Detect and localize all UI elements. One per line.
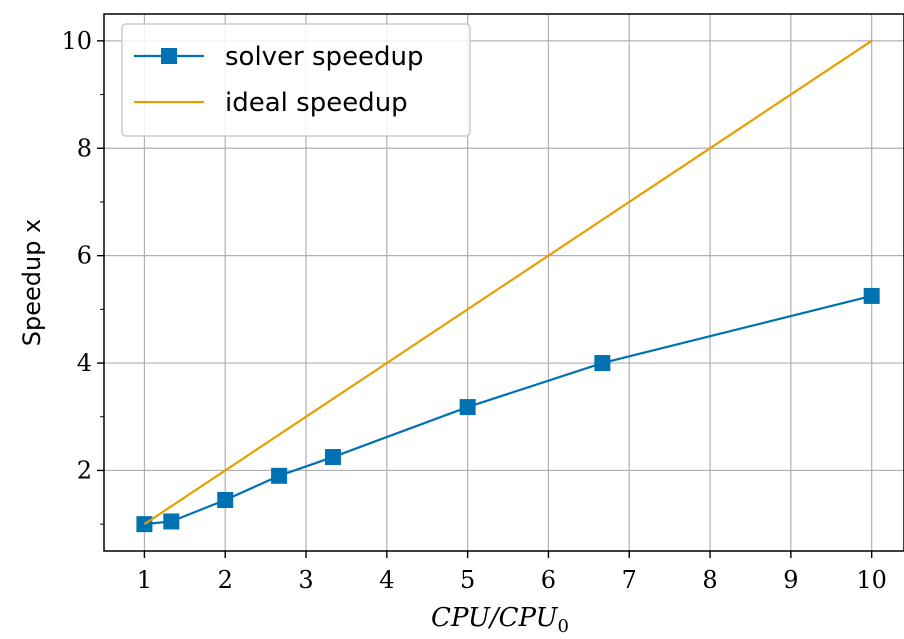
ideal-speedup-line <box>143 39 873 526</box>
solver-speedup-point <box>271 467 288 484</box>
y-tick-label: 10 <box>61 27 92 55</box>
solver-speedup-point <box>594 355 611 372</box>
legend-marker-solver-speedup <box>161 48 177 64</box>
x-tick-label: 9 <box>783 566 798 594</box>
series-layer <box>136 39 880 533</box>
solver-speedup-point <box>863 287 880 304</box>
x-tick-label: 10 <box>856 566 887 594</box>
y-axis-title: Speedup x <box>18 219 46 347</box>
x-tick-label: 6 <box>541 566 556 594</box>
x-tick-label: 4 <box>379 566 394 594</box>
ticks: 1 2 3 4 5 6 7 8 9 10 2 4 6 8 10 <box>61 27 886 594</box>
x-axis-title-main: CPU/CPU <box>431 603 559 633</box>
x-tick-label: 7 <box>622 566 637 594</box>
x-tick-label: 8 <box>702 566 717 594</box>
x-tick-label: 2 <box>218 566 233 594</box>
y-tick-label: 6 <box>77 242 92 270</box>
legend-label-ideal-speedup: ideal speedup <box>225 88 408 118</box>
x-tick-label: 3 <box>298 566 313 594</box>
x-axis-title: CPU/CPU0 <box>431 603 569 637</box>
plot-frame <box>103 13 904 552</box>
solver-speedup-point <box>459 399 476 416</box>
x-axis-title-subscript: 0 <box>558 616 569 637</box>
y-tick-label: 4 <box>77 349 92 377</box>
grid <box>104 14 904 551</box>
x-tick-label: 1 <box>137 566 152 594</box>
legend-box <box>121 23 471 137</box>
solver-speedup-point <box>324 449 341 466</box>
x-tick-label: 5 <box>460 566 475 594</box>
solver-speedup-point <box>217 491 234 508</box>
legend: solver speedup ideal speedup <box>121 23 471 137</box>
y-tick-label: 2 <box>77 456 92 484</box>
solver-speedup-point <box>163 513 180 530</box>
y-tick-label: 8 <box>77 134 92 162</box>
solver-speedup-line <box>144 294 872 526</box>
legend-label-solver-speedup: solver speedup <box>225 42 424 72</box>
